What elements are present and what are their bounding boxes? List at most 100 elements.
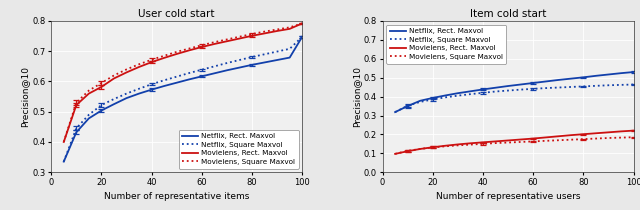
- Netflix, Rect. Maxvol: [298, 35, 306, 38]
- Netflix, Square Maxvol: [211, 65, 218, 68]
- Movielens, Square Maxvol: [479, 143, 487, 145]
- Netflix, Square Maxvol: [198, 68, 205, 71]
- Netflix, Square Maxvol: [429, 98, 436, 101]
- Movielens, Square Maxvol: [123, 68, 131, 71]
- Movielens, Square Maxvol: [211, 41, 218, 43]
- Netflix, Rect. Maxvol: [630, 71, 637, 73]
- Movielens, Rect. Maxvol: [567, 134, 575, 136]
- Movielens, Square Maxvol: [85, 89, 93, 92]
- Movielens, Rect. Maxvol: [492, 140, 499, 143]
- Netflix, Square Maxvol: [260, 53, 268, 55]
- Line: Movielens, Square Maxvol: Movielens, Square Maxvol: [64, 24, 302, 142]
- Netflix, Square Maxvol: [567, 86, 575, 88]
- Netflix, Rect. Maxvol: [148, 88, 156, 91]
- Movielens, Rect. Maxvol: [198, 46, 205, 48]
- Movielens, Square Maxvol: [630, 136, 637, 139]
- Netflix, Square Maxvol: [504, 89, 512, 92]
- Netflix, Square Maxvol: [110, 98, 118, 100]
- Netflix, Square Maxvol: [617, 84, 625, 86]
- Netflix, Rect. Maxvol: [567, 77, 575, 80]
- Movielens, Square Maxvol: [492, 142, 499, 144]
- Movielens, Rect. Maxvol: [248, 35, 256, 37]
- Netflix, Square Maxvol: [467, 93, 474, 95]
- Movielens, Square Maxvol: [97, 82, 105, 84]
- Movielens, Square Maxvol: [454, 144, 461, 147]
- Movielens, Rect. Maxvol: [173, 53, 180, 55]
- Movielens, Rect. Maxvol: [417, 148, 424, 150]
- Movielens, Rect. Maxvol: [391, 153, 399, 155]
- Movielens, Rect. Maxvol: [72, 104, 80, 106]
- Legend: Netflix, Rect. Maxvol, Netflix, Square Maxvol, Movielens, Rect. Maxvol, Movielen: Netflix, Rect. Maxvol, Netflix, Square M…: [386, 25, 506, 64]
- Movielens, Rect. Maxvol: [286, 28, 294, 30]
- Movielens, Square Maxvol: [286, 26, 294, 29]
- Movielens, Square Maxvol: [516, 141, 524, 143]
- Netflix, Square Maxvol: [580, 85, 588, 88]
- Netflix, Square Maxvol: [492, 90, 499, 93]
- Movielens, Square Maxvol: [72, 101, 80, 104]
- Netflix, Square Maxvol: [442, 96, 449, 99]
- Netflix, Rect. Maxvol: [60, 160, 68, 163]
- Netflix, Rect. Maxvol: [97, 109, 105, 112]
- Movielens, Square Maxvol: [592, 137, 600, 140]
- Title: Item cold start: Item cold start: [470, 9, 547, 19]
- Netflix, Rect. Maxvol: [173, 81, 180, 84]
- Movielens, Rect. Maxvol: [529, 137, 537, 140]
- Movielens, Square Maxvol: [298, 22, 306, 25]
- Movielens, Rect. Maxvol: [617, 130, 625, 133]
- Netflix, Rect. Maxvol: [417, 100, 424, 102]
- Movielens, Square Maxvol: [223, 38, 231, 41]
- Y-axis label: Precision@10: Precision@10: [20, 66, 29, 127]
- Netflix, Rect. Maxvol: [504, 85, 512, 87]
- Netflix, Rect. Maxvol: [605, 73, 612, 76]
- Netflix, Square Maxvol: [605, 84, 612, 87]
- X-axis label: Number of representative users: Number of representative users: [436, 192, 580, 201]
- Netflix, Rect. Maxvol: [186, 78, 193, 81]
- Netflix, Rect. Maxvol: [529, 82, 537, 84]
- Netflix, Rect. Maxvol: [286, 56, 294, 59]
- Movielens, Square Maxvol: [617, 136, 625, 139]
- Netflix, Rect. Maxvol: [273, 59, 281, 61]
- Netflix, Square Maxvol: [286, 47, 294, 50]
- Netflix, Square Maxvol: [248, 56, 256, 58]
- Movielens, Rect. Maxvol: [467, 142, 474, 144]
- Movielens, Square Maxvol: [110, 74, 118, 77]
- Movielens, Rect. Maxvol: [605, 131, 612, 134]
- Netflix, Rect. Maxvol: [260, 61, 268, 64]
- Movielens, Rect. Maxvol: [630, 129, 637, 132]
- Movielens, Rect. Maxvol: [429, 146, 436, 148]
- Movielens, Rect. Maxvol: [504, 139, 512, 142]
- Movielens, Square Maxvol: [173, 51, 180, 53]
- Movielens, Rect. Maxvol: [542, 136, 550, 139]
- Movielens, Rect. Maxvol: [260, 32, 268, 35]
- Movielens, Square Maxvol: [504, 141, 512, 144]
- Netflix, Rect. Maxvol: [161, 85, 168, 87]
- Netflix, Rect. Maxvol: [135, 92, 143, 95]
- Netflix, Square Maxvol: [135, 88, 143, 90]
- Movielens, Square Maxvol: [273, 28, 281, 31]
- Line: Netflix, Square Maxvol: Netflix, Square Maxvol: [64, 37, 302, 162]
- Netflix, Square Maxvol: [148, 83, 156, 85]
- Movielens, Rect. Maxvol: [148, 61, 156, 63]
- Netflix, Square Maxvol: [97, 104, 105, 106]
- Movielens, Square Maxvol: [135, 63, 143, 66]
- Netflix, Square Maxvol: [479, 92, 487, 94]
- Title: User cold start: User cold start: [138, 9, 215, 19]
- Netflix, Rect. Maxvol: [248, 64, 256, 66]
- Netflix, Square Maxvol: [85, 113, 93, 116]
- Netflix, Square Maxvol: [516, 88, 524, 91]
- Movielens, Rect. Maxvol: [298, 22, 306, 25]
- Movielens, Square Maxvol: [580, 138, 588, 140]
- Movielens, Square Maxvol: [529, 140, 537, 143]
- Movielens, Rect. Maxvol: [97, 86, 105, 88]
- Movielens, Rect. Maxvol: [580, 133, 588, 135]
- Movielens, Rect. Maxvol: [592, 132, 600, 135]
- Netflix, Rect. Maxvol: [467, 90, 474, 93]
- Movielens, Square Maxvol: [467, 143, 474, 146]
- Netflix, Square Maxvol: [298, 35, 306, 38]
- Netflix, Rect. Maxvol: [72, 131, 80, 134]
- Movielens, Square Maxvol: [404, 150, 412, 152]
- Netflix, Square Maxvol: [72, 127, 80, 130]
- Netflix, Square Maxvol: [391, 111, 399, 113]
- Netflix, Square Maxvol: [404, 104, 412, 107]
- Movielens, Square Maxvol: [605, 137, 612, 139]
